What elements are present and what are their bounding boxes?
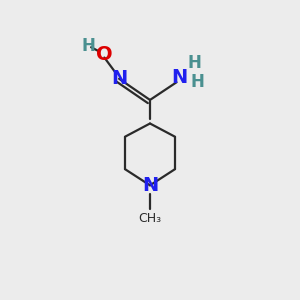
Text: O: O bbox=[96, 45, 113, 64]
Text: H: H bbox=[191, 73, 205, 91]
Text: N: N bbox=[142, 176, 158, 195]
Text: N: N bbox=[171, 68, 188, 87]
Text: CH₃: CH₃ bbox=[138, 212, 162, 225]
Text: H: H bbox=[188, 54, 202, 72]
Text: N: N bbox=[111, 69, 127, 88]
Text: H: H bbox=[81, 37, 95, 55]
